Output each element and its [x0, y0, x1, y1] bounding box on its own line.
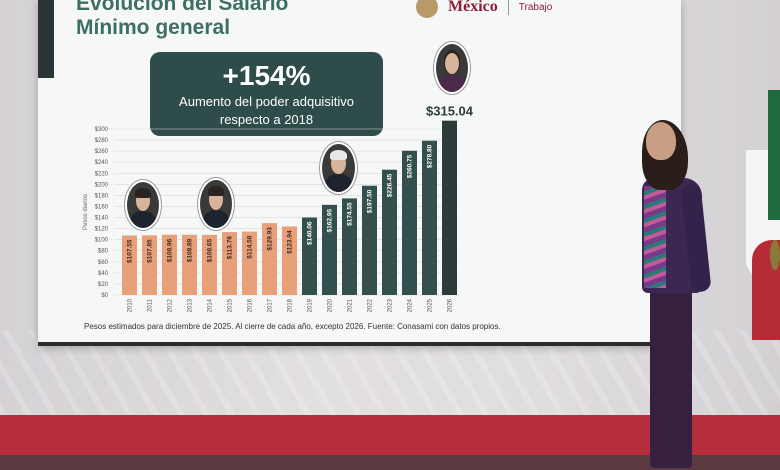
y-tick-label: $60	[98, 260, 109, 266]
x-tick-label: 2022	[368, 298, 374, 312]
bar	[242, 231, 257, 295]
x-tick-label: 2019	[308, 298, 314, 312]
y-tick-label: $220	[95, 171, 109, 177]
portrait-2013-icon	[198, 178, 234, 230]
bar-value-label: $174.55	[347, 202, 354, 226]
y-tick-label: $160	[95, 204, 109, 210]
y-tick-label: $240	[95, 160, 109, 166]
portrait-2010-icon	[125, 180, 161, 230]
bar	[442, 120, 457, 296]
bar-value-label: $113.76	[227, 236, 234, 260]
logo-divider	[507, 0, 509, 15]
bar	[162, 234, 177, 295]
x-tick-label: 2018	[288, 298, 294, 312]
logo-trabajo: Trabajo	[518, 1, 553, 13]
x-tick-label: 2017	[268, 298, 274, 312]
y-tick-label: $80	[98, 249, 109, 255]
bar-value-label: $278.80	[427, 144, 434, 168]
x-tick-label: 2010	[128, 298, 134, 312]
bar	[342, 198, 357, 295]
bar	[322, 204, 337, 295]
bar	[182, 234, 197, 295]
slide-title: Evolución del Salario Mínimo general	[76, 0, 288, 40]
bar	[302, 217, 317, 295]
bar	[282, 226, 297, 295]
wage-bar-chart: $0 $20 $40 $60 $80 $100 $120 $140 $160 $180 $200 $2…	[83, 104, 474, 313]
portrait-2025-icon	[434, 42, 470, 94]
x-tick-label: 2013	[188, 298, 194, 312]
callout-line1: Aumento del poder adquisitivo	[179, 94, 354, 109]
y-tick-label: $260	[95, 149, 109, 155]
bar-value-label: $162.95	[327, 208, 334, 232]
bar	[382, 169, 397, 295]
bar	[362, 185, 377, 295]
x-tick-label: 2014	[208, 298, 214, 312]
y-tick-label: $140	[95, 216, 109, 222]
y-axis-label: Pesos diarios	[83, 194, 89, 230]
bar	[422, 140, 437, 295]
x-tick-label: 2026	[448, 298, 454, 312]
logo-mexico: México	[448, 0, 498, 15]
bar-value-label: $226.45	[387, 173, 394, 197]
bar-value-label: $123.94	[287, 230, 294, 254]
chart-footnote: Pesos estimados para diciembre de 2025. …	[84, 322, 501, 331]
slide-title-line1: Evolución del Salario	[76, 0, 289, 15]
x-tick-label: 2011	[148, 298, 154, 312]
bar-value-label: $107.85	[147, 239, 154, 263]
callout-value: +154%	[222, 60, 311, 91]
bar	[402, 150, 417, 295]
bar	[262, 223, 277, 295]
bar-value-label: $114.58	[247, 235, 254, 259]
title-accent-bar	[38, 0, 54, 78]
x-tick-label: 2023	[388, 298, 394, 312]
bar	[222, 232, 237, 295]
bar-value-label: $129.93	[267, 227, 274, 251]
government-logos: México Trabajo	[416, 0, 552, 18]
increase-callout: +154% Aumento del poder adquisitivo resp…	[150, 52, 383, 136]
bar-value-label: $108.96	[167, 238, 174, 262]
national-seal-icon	[416, 0, 438, 18]
stage-floor	[0, 455, 780, 470]
y-tick-label: $100	[95, 238, 109, 244]
bar-value-label: $260.75	[407, 154, 414, 178]
x-tick-label: 2020	[328, 298, 334, 312]
bar-value-label: $107.55	[127, 239, 134, 263]
y-tick-label: $180	[95, 193, 109, 199]
x-tick-label: 2025	[428, 298, 434, 312]
y-tick-label: $20	[98, 282, 109, 288]
y-tick-label: $280	[95, 138, 109, 144]
y-tick-label: $120	[95, 227, 109, 233]
y-tick-label: $300	[95, 127, 109, 133]
x-tick-label: 2021	[348, 298, 354, 312]
x-tick-label: 2024	[408, 298, 414, 312]
x-tick-label: 2016	[248, 298, 254, 312]
x-tick-label: 2015	[228, 298, 234, 312]
y-tick-label: $0	[101, 293, 108, 299]
bar-value-label: $108.65	[207, 238, 214, 262]
y-tick-label: $40	[98, 271, 109, 277]
bar-value-label: $197.50	[367, 189, 374, 213]
slide-title-line2: Mínimo general	[76, 16, 231, 39]
presenter-figure	[638, 120, 720, 468]
bar-value-label: $108.88	[187, 238, 194, 262]
bar	[122, 235, 137, 295]
portrait-2019-icon	[320, 142, 357, 194]
callout-line2: respecto a 2018	[219, 112, 314, 127]
bar	[142, 235, 157, 295]
bar-value-label: $140.06	[307, 221, 314, 245]
presentation-screen: Evolución del Salario Mínimo general Méx…	[38, 0, 681, 346]
bar	[202, 234, 217, 295]
highlight-value-label: $315.04	[426, 104, 474, 119]
mexican-flag-icon	[746, 90, 780, 340]
y-tick-label: $200	[95, 182, 109, 188]
x-tick-label: 2012	[168, 298, 174, 312]
